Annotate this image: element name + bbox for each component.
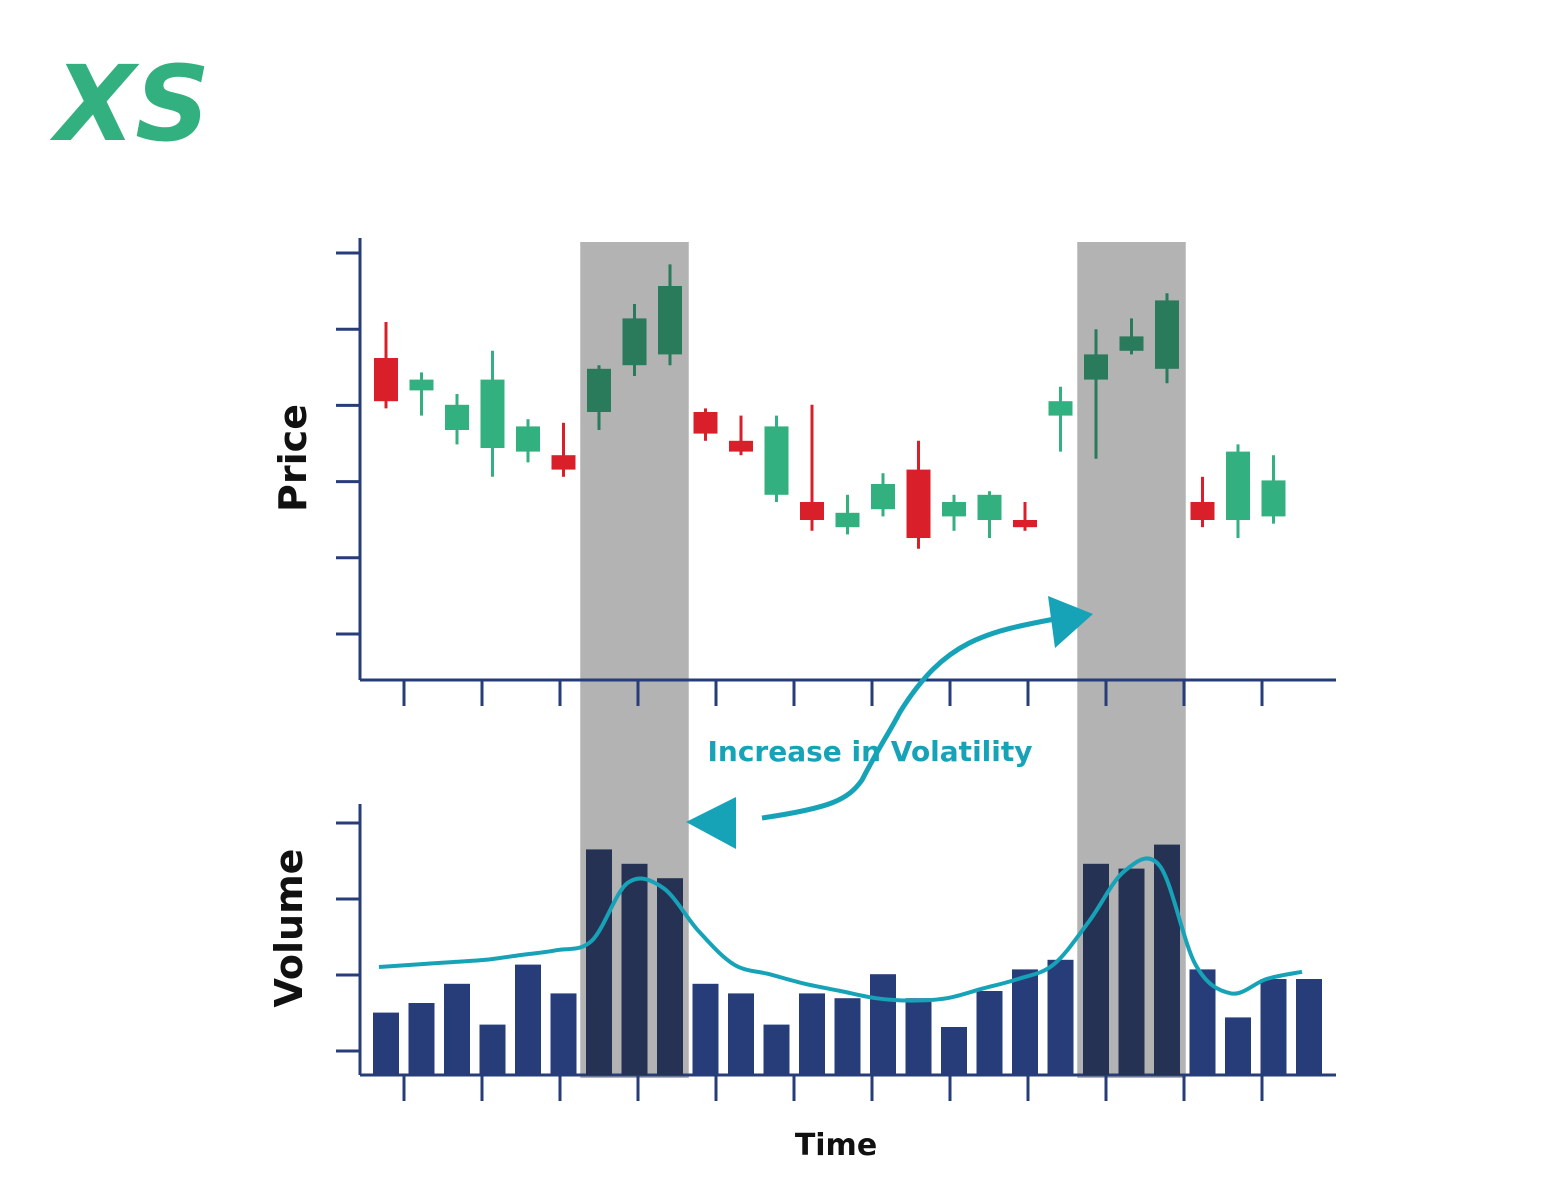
candle-body bbox=[729, 440, 753, 452]
candle bbox=[587, 365, 611, 430]
candle-body bbox=[906, 469, 931, 538]
candle bbox=[374, 322, 398, 409]
arrow-head-top bbox=[1048, 596, 1093, 648]
candle bbox=[516, 419, 540, 463]
volatility-annotation: Increase in Volatility bbox=[707, 735, 1032, 768]
volume-bar bbox=[1047, 959, 1074, 1075]
candle bbox=[764, 415, 789, 502]
volume-trend-line bbox=[378, 856, 1303, 1003]
volume-bar bbox=[550, 993, 577, 1075]
candle-body bbox=[516, 426, 540, 452]
candle bbox=[800, 404, 824, 531]
candle bbox=[1084, 329, 1108, 459]
volume-bar bbox=[657, 878, 683, 1075]
logo: XS bbox=[49, 43, 210, 165]
candle-body bbox=[551, 455, 576, 470]
candle-body bbox=[622, 318, 647, 366]
candle-body bbox=[409, 379, 434, 391]
candle-body bbox=[977, 494, 1002, 520]
volume-bar bbox=[692, 983, 719, 1075]
volume-bar bbox=[799, 993, 825, 1075]
candle-body bbox=[374, 358, 398, 402]
candle bbox=[906, 440, 931, 549]
candle bbox=[409, 372, 434, 416]
candle-body bbox=[1226, 451, 1250, 520]
candle bbox=[942, 494, 966, 531]
volume-bar bbox=[976, 991, 1003, 1075]
candle-body bbox=[871, 484, 895, 510]
volume-bar bbox=[586, 849, 612, 1075]
volume-bar bbox=[479, 1024, 506, 1075]
candle-body bbox=[1048, 401, 1073, 416]
price-axes bbox=[336, 238, 1336, 706]
volume-bar bbox=[1296, 979, 1322, 1075]
candle bbox=[1226, 444, 1250, 538]
volume-bar bbox=[444, 983, 470, 1075]
candle-body bbox=[764, 426, 789, 495]
volume-bar bbox=[941, 1027, 967, 1075]
volume-bar bbox=[621, 863, 648, 1075]
volume-bar bbox=[1260, 979, 1287, 1075]
candle bbox=[1190, 476, 1215, 528]
candle bbox=[871, 473, 895, 517]
volume-bar bbox=[1189, 969, 1216, 1075]
candle bbox=[622, 304, 647, 376]
candle bbox=[551, 422, 576, 477]
candle bbox=[835, 494, 860, 535]
volume-bar bbox=[1118, 868, 1145, 1075]
volume-bar bbox=[834, 998, 861, 1075]
volume-bars bbox=[373, 844, 1322, 1075]
candle bbox=[658, 264, 682, 366]
volume-bar bbox=[763, 1024, 790, 1075]
candle bbox=[1155, 293, 1179, 384]
volume-bar bbox=[728, 993, 754, 1075]
volume-axis-label: Volume bbox=[267, 849, 311, 1008]
candle-body bbox=[480, 379, 505, 448]
candle bbox=[445, 394, 469, 445]
candle-body bbox=[1190, 502, 1215, 520]
candle-body bbox=[1261, 480, 1286, 517]
candle-body bbox=[693, 412, 718, 434]
volume-bar bbox=[1012, 969, 1038, 1075]
candle-body bbox=[1155, 300, 1179, 369]
volume-bar bbox=[515, 964, 541, 1075]
candle bbox=[1261, 455, 1286, 524]
candle-body bbox=[835, 512, 860, 528]
candle bbox=[693, 408, 718, 441]
volume-bar bbox=[1225, 1017, 1251, 1075]
arrow-head-bottom bbox=[686, 797, 736, 849]
candle bbox=[729, 415, 753, 456]
candle-body bbox=[1084, 354, 1108, 380]
candle bbox=[480, 350, 505, 477]
time-axis-label: Time bbox=[795, 1128, 877, 1163]
volume-bar bbox=[870, 974, 896, 1075]
candle bbox=[1119, 318, 1144, 355]
candle-body bbox=[1119, 336, 1144, 351]
volume-bar bbox=[905, 998, 932, 1075]
candle bbox=[977, 491, 1002, 538]
candle-body bbox=[445, 404, 469, 430]
candle bbox=[1013, 502, 1037, 531]
price-axis-label: Price bbox=[271, 404, 315, 512]
candle-body bbox=[800, 502, 824, 520]
candle bbox=[1048, 386, 1073, 452]
candle-body bbox=[587, 368, 611, 412]
volume-bar bbox=[408, 1003, 435, 1075]
price-candles bbox=[374, 264, 1286, 549]
volume-bar bbox=[373, 1012, 399, 1075]
candle-body bbox=[942, 502, 966, 517]
volatility-arrow-curve bbox=[761, 615, 1061, 821]
candle-body bbox=[658, 286, 682, 355]
candle-body bbox=[1013, 520, 1037, 528]
